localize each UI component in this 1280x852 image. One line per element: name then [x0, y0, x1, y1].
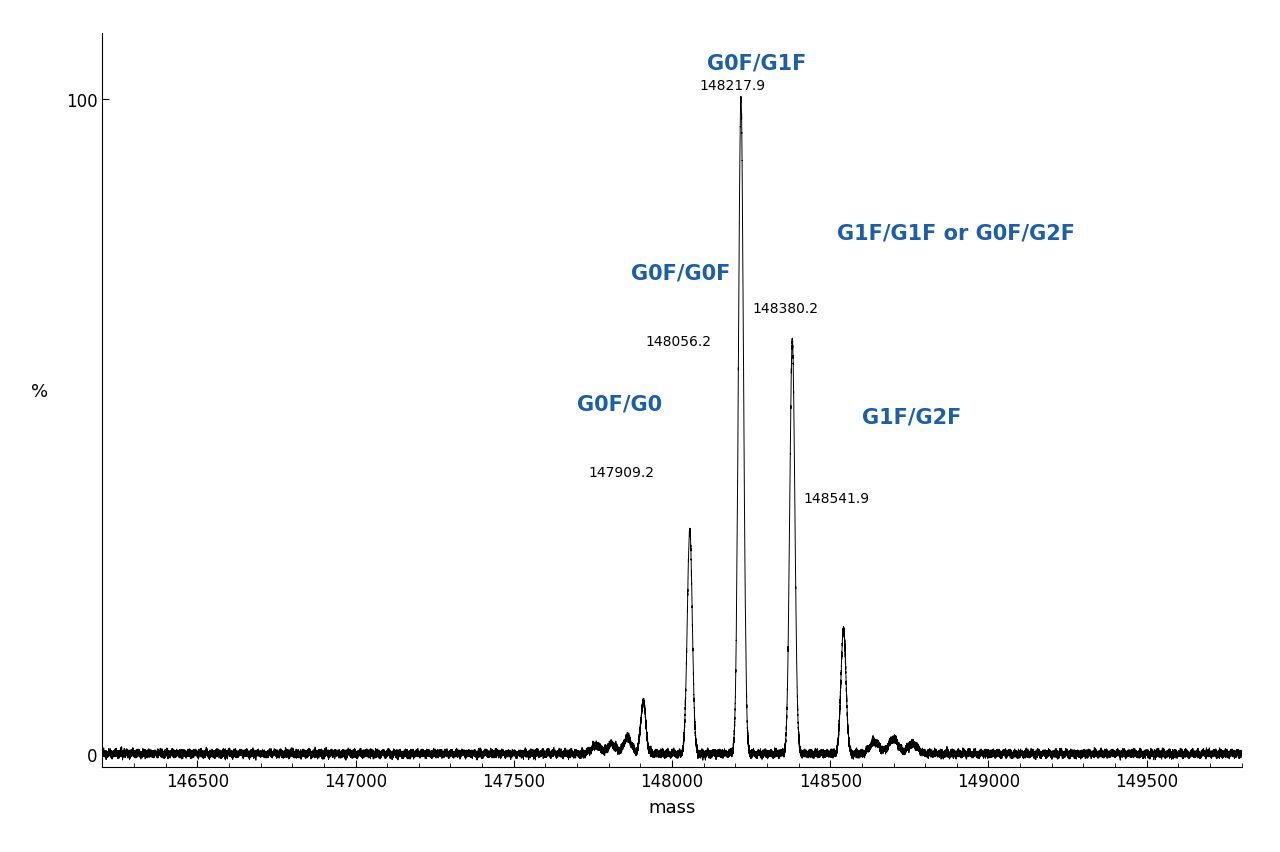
Text: 148380.2: 148380.2	[753, 302, 819, 315]
Text: G0F/G0: G0F/G0	[577, 394, 662, 413]
Text: 147909.2: 147909.2	[589, 465, 654, 479]
Text: 148541.9: 148541.9	[804, 491, 869, 505]
Y-axis label: %: %	[31, 383, 49, 400]
Text: G0F/G1F: G0F/G1F	[707, 54, 806, 73]
Text: G1F/G2F: G1F/G2F	[861, 406, 961, 427]
X-axis label: mass: mass	[648, 798, 696, 816]
Text: G1F/G1F or G0F/G2F: G1F/G1F or G0F/G2F	[837, 223, 1074, 244]
Text: 148217.9: 148217.9	[699, 79, 765, 93]
Text: 148056.2: 148056.2	[645, 334, 712, 348]
Text: G0F/G0F: G0F/G0F	[631, 262, 730, 283]
